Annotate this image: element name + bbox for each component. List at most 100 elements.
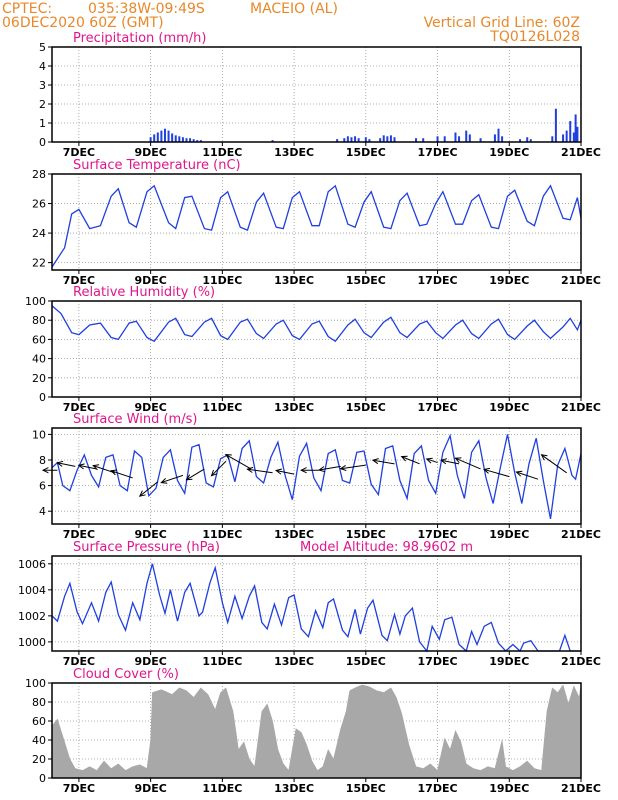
x-tick-label: 9DEC <box>134 274 166 287</box>
panel-title: Precipitation (mm/h) <box>73 31 206 46</box>
y-tick-label: 1 <box>39 117 46 130</box>
precip-bar <box>343 138 346 142</box>
plot-frame <box>51 682 582 779</box>
precip-bar <box>350 137 353 142</box>
precip-bar <box>364 137 367 142</box>
panel-3: 0 20 40 60 80 100 7DEC 9DEC 11DEC 13DEC 15DEC 17DEC… <box>25 285 601 414</box>
wind-arrowhead <box>515 470 523 477</box>
panel-6: 0 20 40 60 80 100 7DEC 9DEC 11DEC 13DEC 15DEC 17DEC… <box>25 667 601 795</box>
x-tick-label: 13DEC <box>274 655 314 668</box>
precip-bar <box>156 132 159 142</box>
wind-arrowhead <box>274 468 283 475</box>
wind-arrowhead <box>224 454 232 460</box>
series-line <box>51 563 581 653</box>
x-tick-label: 21DEC <box>561 782 601 795</box>
x-tick-label: 15DEC <box>346 655 386 668</box>
precip-bar <box>271 140 274 142</box>
y-tick-label: 0 <box>39 391 46 404</box>
x-tick-label: 15DEC <box>346 401 386 414</box>
precip-bar <box>196 140 199 142</box>
wind-vector <box>110 470 133 479</box>
plot-frame <box>51 427 582 525</box>
precip-bar <box>529 139 532 142</box>
precip-bar <box>574 114 577 142</box>
precip-bar <box>497 128 500 142</box>
wind-arrowhead <box>371 458 379 465</box>
x-tick-label: 21DEC <box>561 528 601 541</box>
header-location: MACEIO (AL) <box>250 1 338 17</box>
wind-vector <box>161 474 184 484</box>
y-tick-label: 20 <box>32 372 46 385</box>
x-tick-label: 19DEC <box>489 146 529 159</box>
header-datetime: 06DEC2020 60Z (GMT) <box>2 15 164 31</box>
wind-vector <box>57 462 76 467</box>
wind-arrowhead <box>110 469 118 476</box>
x-tick-label: 15DEC <box>346 528 386 541</box>
wind-vector <box>139 481 159 497</box>
precip-bar <box>199 140 202 142</box>
header-coords: 035:38W-09:49S <box>88 1 205 17</box>
precip-bar <box>415 138 418 142</box>
plot-frame <box>51 173 582 271</box>
y-tick-label: 5 <box>39 41 46 54</box>
x-tick-label: 9DEC <box>134 782 166 795</box>
x-tick-label: 15DEC <box>346 274 386 287</box>
precip-bar <box>562 134 565 142</box>
plot-frame <box>51 46 582 143</box>
precip-bar <box>443 136 446 142</box>
wind-vector <box>440 459 460 465</box>
panel-1: 0 1 2 3 4 5 7DEC 9DEC 11DEC 13DEC 15DEC 17DEC 19DEC 2… <box>39 31 601 159</box>
x-tick-label: 19DEC <box>489 655 529 668</box>
wind-vector <box>426 458 438 464</box>
precip-bar <box>572 132 575 142</box>
precip-bar <box>357 138 360 142</box>
wind-vector <box>541 454 567 474</box>
wind-vector <box>78 464 97 470</box>
precip-bar <box>178 136 181 142</box>
wind-vector <box>93 465 115 474</box>
y-tick-label: 60 <box>32 715 46 728</box>
wind-arrowhead <box>425 457 433 464</box>
precip-bar <box>346 136 349 142</box>
precip-bar <box>181 137 184 142</box>
precip-bar <box>519 139 522 142</box>
wind-vector <box>275 469 295 475</box>
x-tick-label: 17DEC <box>418 401 458 414</box>
precip-bar <box>526 137 529 142</box>
precip-bar <box>458 136 461 142</box>
wind-arrowhead <box>77 463 85 470</box>
x-tick-label: 9DEC <box>134 401 166 414</box>
wind-arrowhead <box>339 464 347 471</box>
wind-arrowhead <box>400 455 408 462</box>
x-tick-label: 13DEC <box>274 782 314 795</box>
x-tick-label: 7DEC <box>63 782 95 795</box>
x-tick-label: 17DEC <box>418 146 458 159</box>
x-tick-label: 13DEC <box>274 146 314 159</box>
wind-vector <box>319 465 341 471</box>
y-tick-label: 26 <box>32 198 46 211</box>
wind-arrowhead <box>160 478 168 484</box>
precip-bar <box>354 136 357 142</box>
precip-bar <box>436 136 439 142</box>
precip-bar <box>569 121 572 142</box>
y-tick-label: 0 <box>39 772 46 785</box>
y-tick-label: 4 <box>39 60 46 73</box>
precip-bar <box>565 130 568 142</box>
wind-vector <box>211 460 227 477</box>
wind-arrowhead <box>41 467 49 474</box>
precip-bar <box>185 138 188 142</box>
wind-arrowhead <box>483 467 491 474</box>
x-tick-label: 17DEC <box>418 782 458 795</box>
wind-vector <box>225 454 252 470</box>
wind-arrowhead <box>185 474 193 481</box>
x-tick-label: 19DEC <box>489 401 529 414</box>
x-tick-label: 11DEC <box>202 146 242 159</box>
y-tick-label: 0 <box>39 136 46 149</box>
y-tick-label: 1006 <box>18 558 46 571</box>
precip-bar <box>554 108 557 142</box>
x-tick-label: 19DEC <box>489 782 529 795</box>
x-tick-label: 9DEC <box>134 528 166 541</box>
precip-bar <box>386 136 389 142</box>
precip-bar <box>174 135 177 142</box>
